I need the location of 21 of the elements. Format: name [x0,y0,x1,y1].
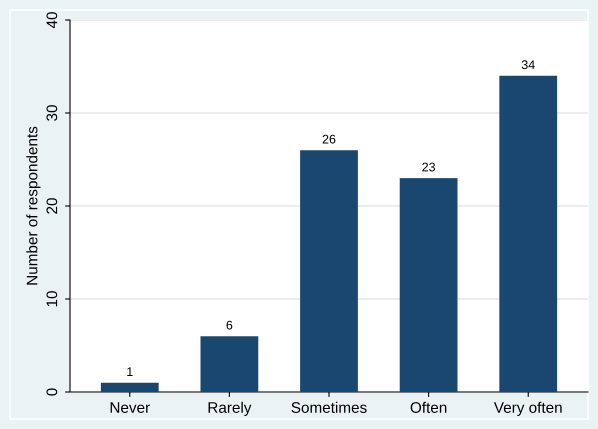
x-tick-label: Never [110,402,150,413]
bar [400,178,458,392]
y-tick-label: 40 [46,12,58,28]
x-tick-label: Rarely [208,402,252,416]
x-tick-label: Very often [494,402,562,416]
bar [499,76,558,392]
y-tick-label: 20 [46,198,58,214]
data-label: 34 [522,60,535,70]
data-label: 6 [226,320,232,330]
x-tick-label: Sometimes [291,402,367,413]
bar [200,336,258,392]
y-axis-title: Number of respondents [26,126,40,285]
data-label: 1 [127,367,133,376]
data-label: 23 [422,162,436,172]
bar [100,382,159,392]
bar [300,150,358,392]
x-tick-label: Often [410,402,446,413]
y-tick-label: 0 [46,388,58,396]
data-label: 26 [322,134,336,144]
y-tick-label: 30 [46,105,58,121]
y-tick-label: 10 [46,291,58,306]
